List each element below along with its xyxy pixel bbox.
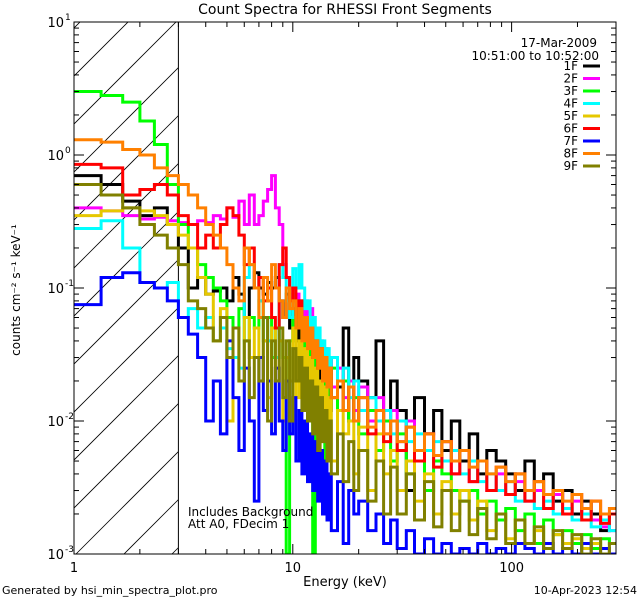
legend-label-9F: 9F xyxy=(563,159,578,173)
legend-label-6F: 6F xyxy=(563,122,578,136)
series-line-8F xyxy=(74,138,616,516)
note-attenuator: Att A0, FDecim 1 xyxy=(188,517,289,531)
legend-label-3F: 3F xyxy=(563,84,578,98)
series-line-9F xyxy=(74,183,616,554)
timestamp-footer: 10-Apr-2023 12:54 xyxy=(534,584,637,597)
legend-label-7F: 7F xyxy=(563,134,578,148)
x-axis-label: Energy (keV) xyxy=(303,575,387,590)
y-tick-label: 10 xyxy=(47,282,64,297)
y-tick-exponent: -3 xyxy=(65,545,74,555)
note-background: Includes Background xyxy=(188,505,313,519)
y-axis-label: counts cm⁻² s⁻¹ keV⁻¹ xyxy=(9,224,23,356)
y-tick-label: 10 xyxy=(47,415,64,430)
y-tick-label: 10 xyxy=(47,16,64,31)
observation-time-range: 10:51:00 to 10:52:00 xyxy=(472,49,599,63)
y-tick-exponent: -2 xyxy=(65,412,74,422)
observation-date: 17-Mar-2009 xyxy=(521,36,597,50)
legend-label-2F: 2F xyxy=(563,72,578,86)
y-tick-exponent: -1 xyxy=(65,279,74,289)
y-tick-label: 10 xyxy=(47,548,64,563)
y-tick-exponent: 1 xyxy=(65,13,71,23)
y-tick-label: 10 xyxy=(47,149,64,164)
chart-title: Count Spectra for RHESSI Front Segments xyxy=(198,2,492,18)
axis-ticks xyxy=(73,22,617,555)
x-tick-label: 100 xyxy=(499,561,524,576)
y-tick-exponent: 0 xyxy=(65,146,71,156)
legend-label-1F: 1F xyxy=(563,59,578,73)
x-tick-label: 1 xyxy=(70,561,78,576)
series-layer xyxy=(74,90,616,554)
legend-label-5F: 5F xyxy=(563,109,578,123)
generated-by-footer: Generated by hsi_min_spectra_plot.pro xyxy=(2,584,218,597)
x-tick-label: 10 xyxy=(285,561,302,576)
legend-label-8F: 8F xyxy=(563,147,578,161)
legend-label-4F: 4F xyxy=(563,97,578,111)
